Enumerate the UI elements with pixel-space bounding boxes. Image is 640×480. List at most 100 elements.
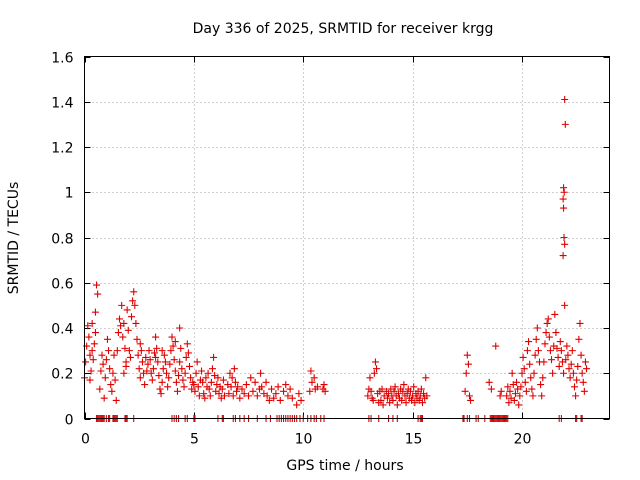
data-point	[390, 387, 398, 395]
data-point	[526, 360, 534, 368]
data-point	[366, 374, 374, 382]
y-tick-label: 1.2	[51, 141, 73, 157]
data-point	[236, 394, 244, 402]
data-point	[516, 392, 524, 400]
data-point	[206, 392, 214, 400]
data-point	[186, 362, 193, 370]
data-point	[564, 351, 572, 359]
data-point	[297, 396, 305, 404]
data-point	[308, 378, 316, 386]
data-point	[230, 365, 238, 373]
data-point	[410, 383, 418, 391]
data-point	[462, 369, 470, 377]
data-point	[567, 360, 575, 368]
data-point	[91, 329, 99, 337]
data-point	[144, 360, 152, 368]
data-point	[517, 383, 525, 391]
data-point	[88, 319, 96, 327]
data-point	[274, 383, 282, 391]
data-point	[467, 396, 475, 404]
data-point	[575, 335, 583, 343]
data-point	[492, 342, 500, 350]
data-point	[98, 351, 106, 359]
data-point	[136, 340, 144, 348]
data-point	[194, 383, 202, 391]
data-point	[525, 338, 533, 346]
data-point	[131, 301, 139, 309]
data-point	[422, 374, 430, 382]
data-point	[520, 365, 528, 373]
data-point	[154, 358, 162, 366]
y-tick-label: 1	[65, 186, 74, 202]
data-point	[506, 387, 514, 395]
data-point	[176, 358, 184, 366]
data-point	[417, 385, 425, 393]
data-point	[214, 374, 222, 382]
data-point	[560, 188, 568, 196]
data-point	[548, 356, 556, 364]
data-point	[577, 351, 585, 359]
data-point	[511, 390, 519, 398]
data-point	[204, 369, 212, 377]
data-point	[208, 365, 216, 373]
data-point	[288, 394, 296, 402]
data-point	[282, 381, 290, 389]
data-point	[234, 383, 242, 391]
data-point	[158, 347, 166, 355]
data-point	[149, 365, 157, 373]
data-point	[155, 372, 163, 380]
data-point	[560, 204, 568, 212]
data-point	[238, 385, 246, 393]
data-point	[578, 369, 586, 377]
data-point	[198, 367, 206, 375]
y-tick-label: 0.8	[51, 232, 73, 248]
x-tick-label: 15	[405, 432, 423, 448]
data-point	[369, 396, 377, 404]
data-point	[124, 326, 132, 334]
data-point	[306, 387, 314, 395]
data-point	[519, 353, 527, 361]
data-point	[142, 353, 150, 361]
data-point	[173, 387, 181, 395]
data-point	[561, 240, 569, 248]
data-point	[228, 374, 236, 382]
data-point	[249, 387, 257, 395]
chart-title: Day 336 of 2025, SRMTID for receiver krg…	[193, 21, 494, 37]
data-point	[123, 306, 131, 314]
data-point	[402, 399, 410, 407]
data-point	[364, 392, 372, 400]
data-point	[136, 374, 144, 382]
data-point	[466, 392, 473, 400]
data-point	[180, 383, 188, 391]
data-point	[159, 365, 167, 373]
data-point	[580, 387, 588, 395]
data-point	[200, 390, 208, 398]
data-point	[485, 378, 493, 386]
data-point	[551, 310, 559, 318]
data-point	[530, 369, 538, 377]
data-point	[231, 378, 239, 386]
data-point	[391, 383, 399, 391]
data-point	[522, 387, 530, 395]
data-point	[411, 399, 419, 407]
data-point	[152, 353, 160, 361]
data-point	[320, 381, 328, 389]
data-point	[554, 353, 562, 361]
data-point	[148, 376, 156, 384]
data-point	[406, 387, 414, 395]
data-point	[270, 394, 278, 402]
data-point	[538, 392, 546, 400]
data-point	[226, 369, 234, 377]
data-point	[527, 374, 535, 382]
x-axis-label: GPS time / hours	[286, 458, 403, 474]
data-point	[100, 394, 108, 402]
data-point	[257, 369, 265, 377]
grid	[84, 56, 610, 419]
data-point	[555, 362, 563, 370]
data-point	[367, 387, 375, 395]
data-point	[272, 390, 280, 398]
data-point	[99, 360, 107, 368]
data-point	[394, 390, 402, 398]
data-point	[93, 281, 101, 289]
